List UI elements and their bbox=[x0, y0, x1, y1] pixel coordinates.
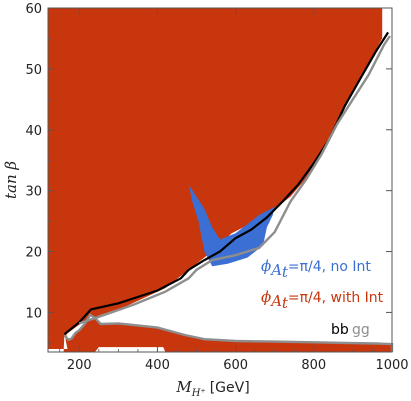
y-tick-label: 50 bbox=[25, 63, 42, 78]
plot-frame bbox=[47, 7, 393, 353]
y-tick-label: 20 bbox=[25, 246, 42, 261]
legend-with-int-rhs: =π/4, with Int bbox=[288, 290, 384, 306]
legend-entry-no-int: ϕAt=π/4, no Int bbox=[261, 257, 371, 281]
legend-gg-label: gg bbox=[352, 322, 370, 338]
region-with-int bbox=[48, 8, 392, 352]
legend-entry-with-int: ϕAt=π/4, with Int bbox=[261, 288, 384, 312]
y-tick-label: 10 bbox=[25, 306, 42, 321]
axes: 200 400 600 800 1000 10 20 30 40 50 60 bbox=[25, 2, 408, 373]
x-axis-subscript: H⁺ bbox=[191, 388, 206, 399]
y-axis-title: tan β bbox=[2, 161, 20, 199]
legend-no-int-subsub: t bbox=[282, 263, 289, 281]
x-tick-label: 800 bbox=[301, 358, 326, 373]
contour-gg bbox=[78, 35, 391, 325]
legend-entry-contours: bb gg bbox=[331, 322, 370, 338]
legend-with-int-lhs: ϕ bbox=[261, 288, 271, 306]
svg-text:ϕAt=π/4, with Int: ϕAt=π/4, with Int bbox=[261, 288, 384, 312]
x-tick-label: 1000 bbox=[375, 358, 408, 373]
x-tick-label: 400 bbox=[145, 358, 170, 373]
y-tick-label: 30 bbox=[25, 185, 42, 200]
island-outline bbox=[63, 313, 394, 352]
legend-no-int-lhs: ϕ bbox=[261, 257, 271, 275]
y-tick-label: 60 bbox=[25, 2, 42, 17]
contour-bb bbox=[63, 31, 390, 336]
svg-text:MH⁺[GeV]: MH⁺ [GeV] bbox=[175, 378, 249, 399]
region-no-int bbox=[188, 184, 275, 267]
x-tick-label: 200 bbox=[67, 358, 92, 373]
legend-bb-label: bb bbox=[331, 322, 349, 338]
legend-no-int-sub: A bbox=[269, 261, 282, 279]
y-tick-label: 40 bbox=[25, 124, 42, 139]
x-axis-unit: [GeV] bbox=[210, 380, 250, 396]
x-tick-label: 600 bbox=[223, 358, 248, 373]
svg-text:ϕAt=π/4, no Int: ϕAt=π/4, no Int bbox=[261, 257, 371, 281]
legend-with-int-sub: A bbox=[269, 292, 282, 310]
x-axis-symbol: M bbox=[175, 378, 192, 396]
legend-no-int-rhs: =π/4, no Int bbox=[288, 259, 372, 275]
x-axis-title: MH⁺ [GeV] bbox=[175, 378, 249, 399]
legend-with-int-subsub: t bbox=[282, 294, 289, 312]
legend: ϕAt=π/4, no Int ϕAt=π/4, with Int bb gg bbox=[261, 257, 384, 338]
plot-area bbox=[48, 8, 394, 352]
